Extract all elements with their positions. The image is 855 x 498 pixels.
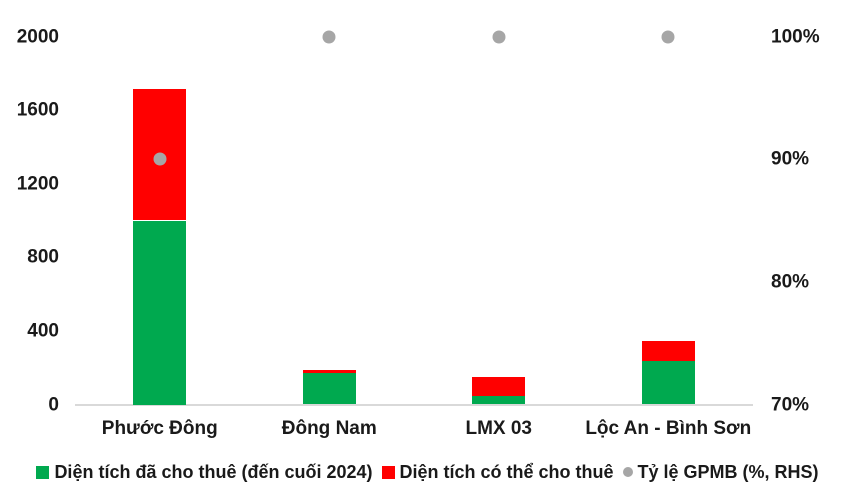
legend-label-leasable: Diện tích có thể cho thuê [399, 461, 614, 482]
gpmb-dot [661, 30, 675, 43]
x-axis-category-label: Lộc An - Bình Sơn [585, 418, 752, 439]
right-axis-tick-label: 90% [771, 148, 810, 170]
left-axis-tick-label: 2000 [16, 26, 59, 47]
legend-label-gpmb: Tỷ lệ GPMB (%, RHS) [637, 461, 819, 482]
bar-segment [472, 396, 526, 405]
x-axis-category-label: Đông Nam [281, 418, 377, 439]
legend-item-leasable: Diện tích có thể cho thuê [381, 461, 614, 483]
legend-label-leased: Diện tích đã cho thuê (đến cuối 2024) [54, 461, 373, 482]
gpmb-dot [492, 30, 506, 43]
leasable-area-swatch-icon [381, 465, 395, 479]
x-axis-line [75, 403, 753, 406]
right-axis-tick-label: 100% [771, 26, 820, 47]
x-axis-category-label: Phước Đông [101, 418, 218, 439]
legend-item-gpmb: Tỷ lệ GPMB (%, RHS) [622, 461, 819, 483]
bar-segment [472, 376, 526, 397]
left-axis-tick-label: 1600 [16, 99, 59, 121]
left-axis-tick-label: 1200 [16, 173, 59, 195]
leased-area-swatch-icon [36, 465, 50, 479]
bar-segment [133, 220, 187, 405]
gpmb-dot [322, 30, 336, 43]
bar-segment [302, 369, 356, 374]
bar-segment [641, 361, 695, 405]
left-axis-tick-label: 0 [48, 394, 59, 415]
gpmb-dot-swatch-icon [622, 467, 633, 477]
bar-segment [641, 341, 695, 362]
right-axis-tick-label: 70% [771, 394, 810, 415]
gpmb-dot [153, 152, 167, 166]
left-axis-tick-label: 800 [27, 246, 59, 268]
right-axis-tick-label: 80% [771, 271, 810, 293]
legend-item-leased: Diện tích đã cho thuê (đến cuối 2024) [36, 461, 373, 483]
left-axis-tick-label: 400 [27, 320, 59, 342]
bar-segment [302, 373, 356, 405]
x-axis-category-label: LMX 03 [465, 418, 533, 439]
legend: Diện tích đã cho thuê (đến cuối 2024) Di… [0, 458, 855, 486]
